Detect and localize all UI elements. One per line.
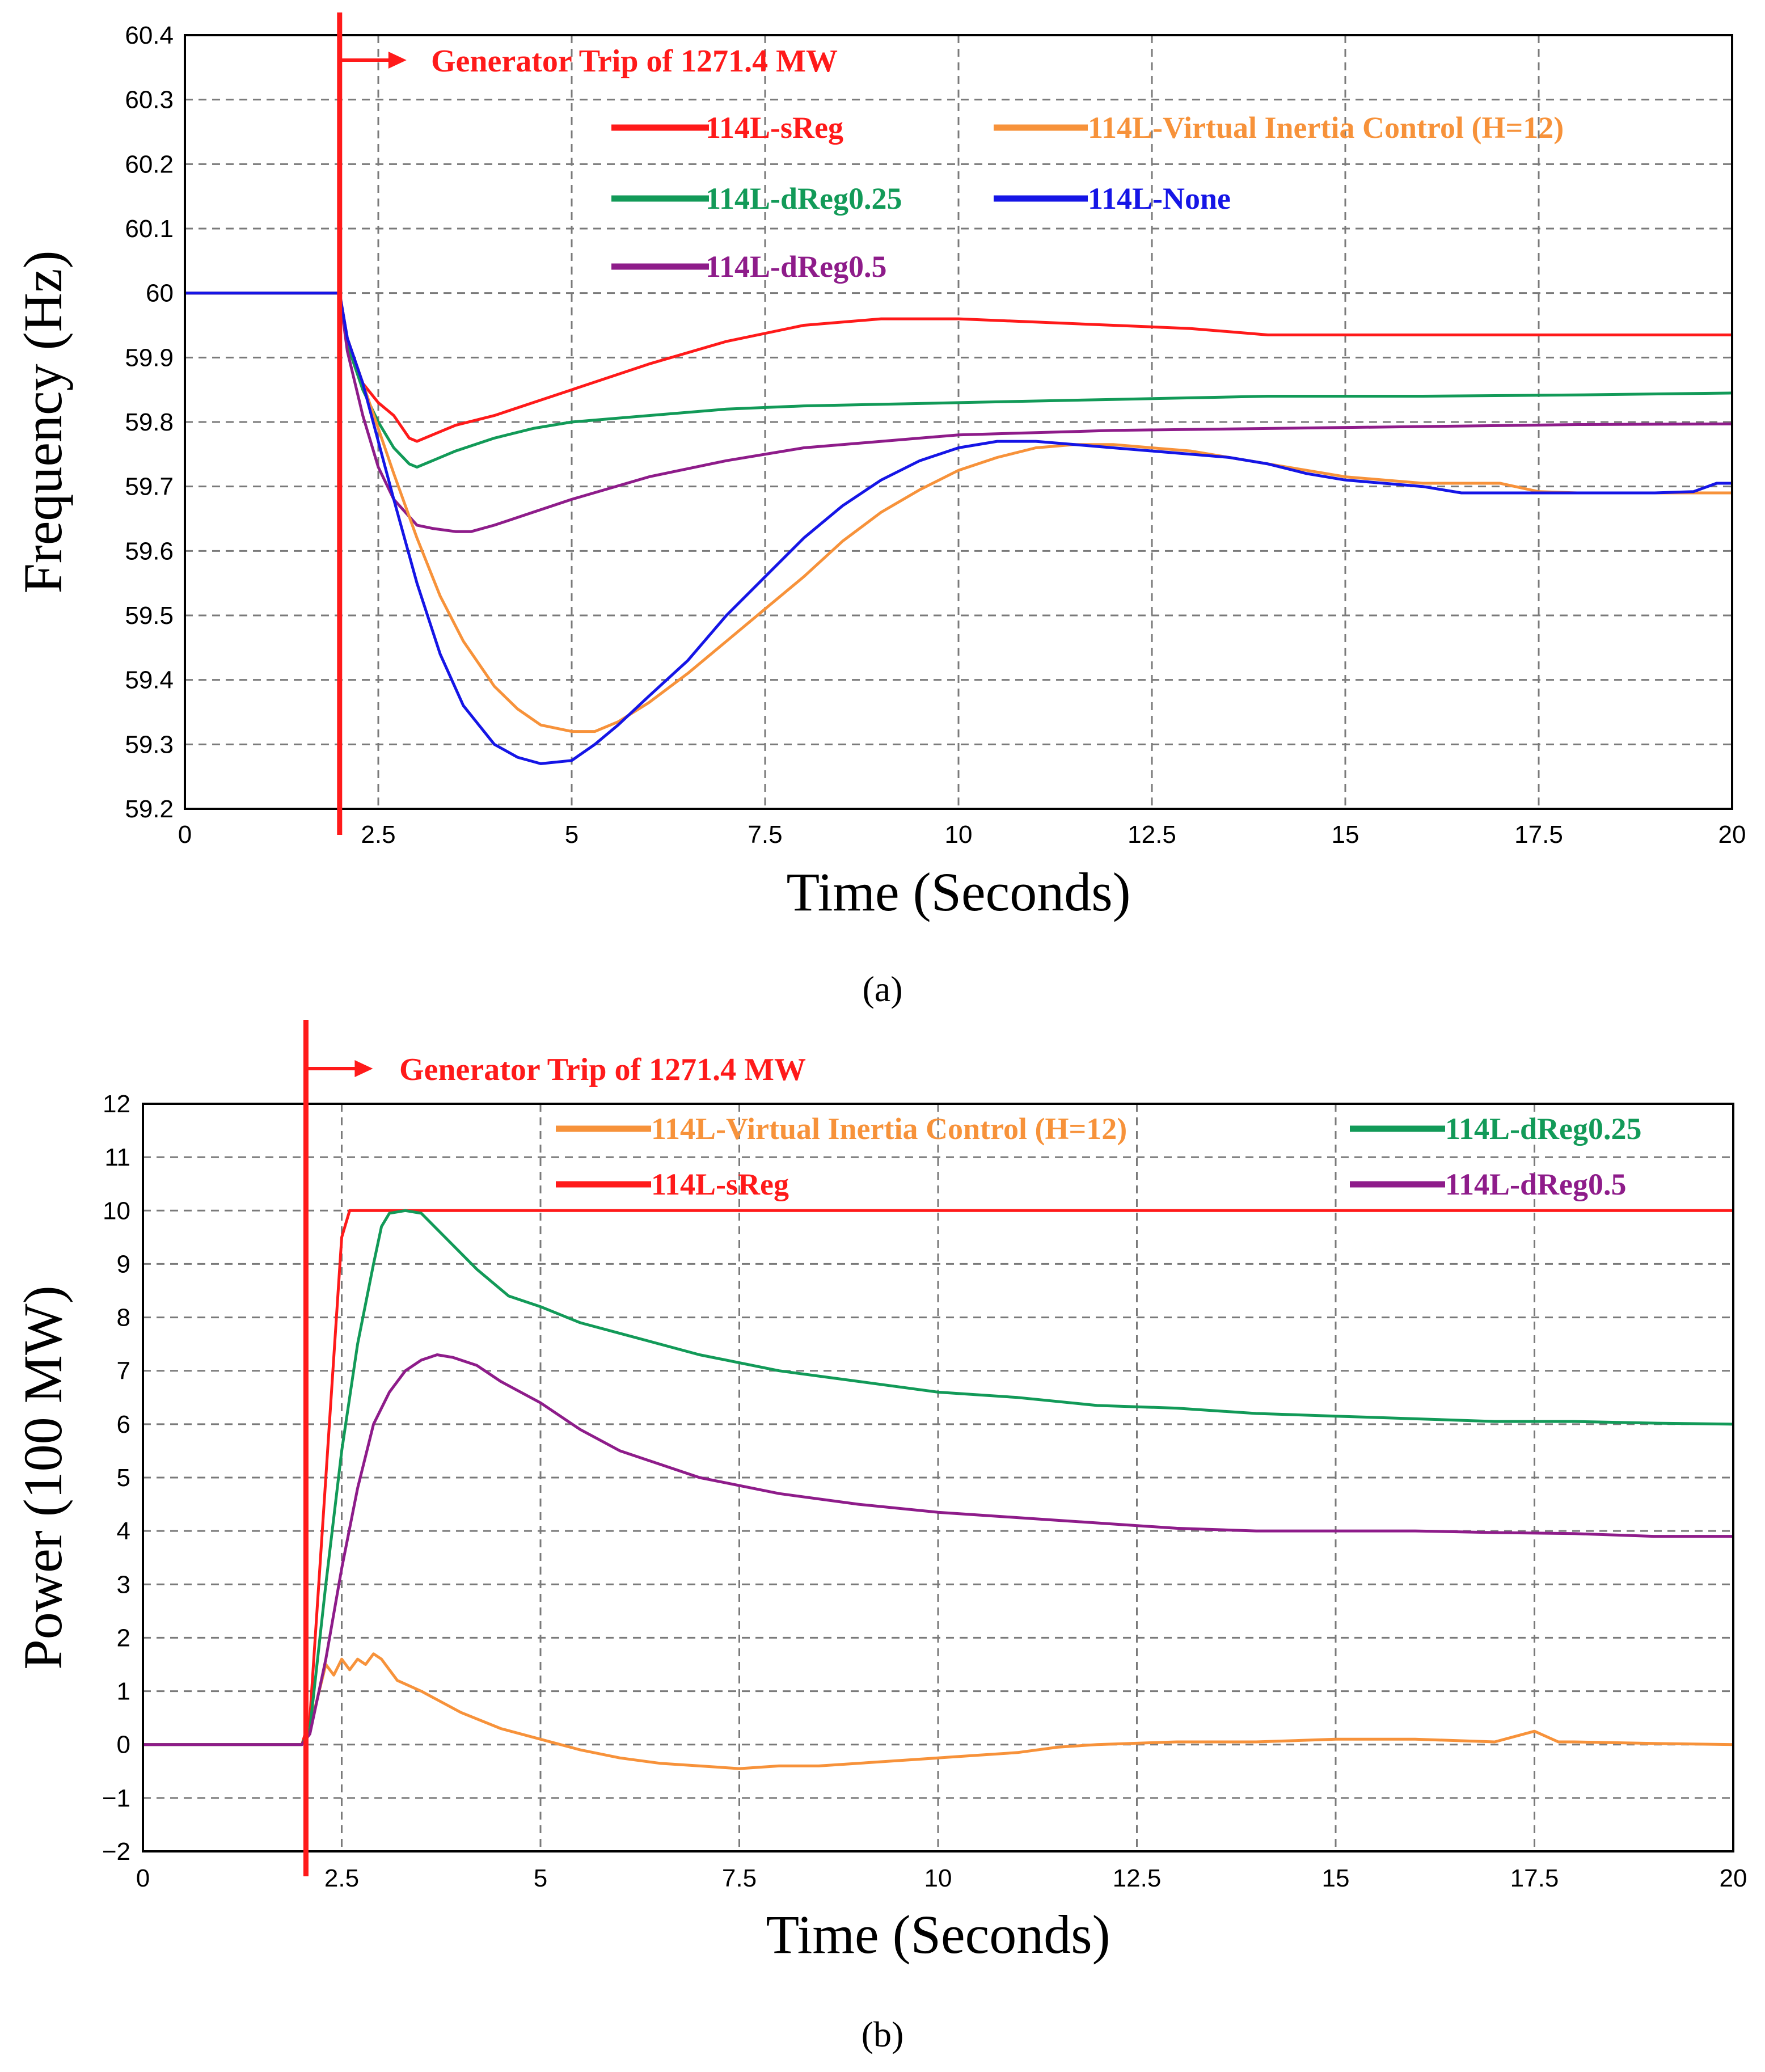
- power-y-axis-title: Power (100 MW): [12, 1285, 73, 1669]
- power-trip-arrow-icon: [306, 1060, 373, 1077]
- y-tick-label: 6: [117, 1411, 130, 1438]
- legend-label-virtual-inertia: 114L-Virtual Inertia Control (H=12): [1088, 111, 1564, 145]
- y-tick-label: −1: [102, 1784, 130, 1812]
- y-tick-label: 1: [117, 1678, 130, 1706]
- frequency-x-axis-title: Time (Seconds): [786, 862, 1130, 922]
- y-tick-label: 4: [117, 1517, 130, 1545]
- x-tick-label: 2.5: [324, 1864, 359, 1892]
- y-tick-label: 60.1: [125, 215, 174, 243]
- y-tick-label: 59.5: [125, 602, 174, 630]
- y-tick-label: 5: [117, 1464, 130, 1492]
- caption-b: (b): [862, 2014, 904, 2054]
- legend-label-none: 114L-None: [1088, 182, 1231, 216]
- legend-label-sreg-b: 114L-sReg: [651, 1167, 789, 1201]
- x-tick-label: 10: [945, 821, 973, 849]
- x-tick-label: 12.5: [1128, 821, 1176, 849]
- y-tick-label: 12: [103, 1090, 130, 1118]
- series-line-114l-sreg: [185, 292, 1732, 443]
- x-tick-label: 2.5: [361, 821, 395, 849]
- power-plot-frame: [142, 1103, 1734, 1852]
- power-grid: [143, 1104, 1733, 1851]
- frequency-y-ticks: 59.2 59.3 59.4 59.5 59.6 59.7 59.8 59.9 60 60.1 60…: [125, 22, 174, 823]
- series-line-114l-dreg0-25: [143, 1209, 1734, 1746]
- y-tick-label: 59.9: [125, 344, 174, 372]
- y-tick-label: 60.2: [125, 150, 174, 178]
- x-tick-label: 20: [1720, 1864, 1747, 1892]
- y-tick-label: 60.3: [125, 86, 174, 114]
- y-tick-label: 59.7: [125, 473, 174, 501]
- y-tick-label: 59.8: [125, 408, 174, 436]
- x-tick-label: 12.5: [1113, 1864, 1162, 1892]
- y-tick-label: 59.6: [125, 537, 174, 565]
- x-tick-label: 0: [178, 821, 192, 849]
- x-tick-label: 7.5: [722, 1864, 757, 1892]
- y-tick-label: 0: [117, 1731, 130, 1759]
- power-legend: 114L-Virtual Inertia Control (H=12) 114L…: [556, 1112, 1642, 1201]
- frequency-plot-frame: [184, 34, 1733, 810]
- x-tick-label: 17.5: [1510, 1864, 1559, 1892]
- series-line-114l-none: [185, 292, 1732, 765]
- series-line-114l-dreg0-5: [185, 292, 1733, 533]
- x-tick-label: 15: [1322, 1864, 1350, 1892]
- x-tick-label: 7.5: [748, 821, 782, 849]
- caption-a: (a): [862, 969, 902, 1009]
- y-tick-label: 9: [117, 1250, 130, 1278]
- legend-label-virtual-inertia-b: 114L-Virtual Inertia Control (H=12): [651, 1112, 1127, 1146]
- y-tick-label: −2: [102, 1838, 130, 1866]
- frequency-series: [185, 292, 1733, 765]
- y-tick-label: 59.2: [125, 795, 174, 823]
- y-tick-label: 60: [146, 280, 174, 307]
- series-line-114l-virtual-inertia-control-h-12: [185, 292, 1732, 733]
- series-line-114l-virtual-inertia-control-h-12: [143, 1652, 1734, 1770]
- legend-label-sreg: 114L-sReg: [706, 111, 843, 145]
- frequency-y-axis-title: Frequency (Hz): [12, 250, 73, 593]
- y-tick-label: 10: [103, 1197, 130, 1225]
- frequency-grid: [185, 35, 1732, 809]
- x-tick-label: 10: [924, 1864, 952, 1892]
- frequency-legend: 114L-sReg 114L-Virtual Inertia Control (…: [611, 111, 1564, 284]
- frequency-x-ticks: 0 2.5 5 7.5 10 12.5 15 17.5 20: [178, 821, 1746, 849]
- y-tick-label: 7: [117, 1357, 130, 1385]
- frequency-trip-arrow-icon: [339, 52, 407, 69]
- frequency-chart: 59.2 59.3 59.4 59.5 59.6 59.7 59.8 59.9 60 60.1 60…: [12, 12, 1746, 1009]
- x-tick-label: 5: [565, 821, 579, 849]
- power-x-axis-title: Time (Seconds): [766, 1904, 1110, 1965]
- series-line-114l-dreg0-5: [143, 1353, 1733, 1746]
- legend-label-dreg025-b: 114L-dReg0.25: [1445, 1112, 1642, 1146]
- x-tick-label: 0: [136, 1864, 150, 1892]
- y-tick-label: 60.4: [125, 22, 174, 49]
- x-tick-label: 20: [1718, 821, 1746, 849]
- y-tick-label: 59.3: [125, 731, 174, 758]
- x-tick-label: 17.5: [1514, 821, 1563, 849]
- x-tick-label: 5: [534, 1864, 547, 1892]
- legend-label-dreg05: 114L-dReg0.5: [706, 250, 887, 284]
- power-x-ticks: 0 2.5 5 7.5 10 12.5 15 17.5 20: [136, 1864, 1747, 1892]
- legend-label-dreg025: 114L-dReg0.25: [706, 182, 902, 216]
- y-tick-label: 59.4: [125, 666, 174, 694]
- legend-label-dreg05-b: 114L-dReg0.5: [1445, 1167, 1627, 1201]
- power-trip-annotation: Generator Trip of 1271.4 MW: [399, 1052, 806, 1087]
- y-tick-label: 11: [104, 1143, 130, 1171]
- frequency-trip-annotation: Generator Trip of 1271.4 MW: [431, 44, 838, 79]
- y-tick-label: 2: [117, 1624, 130, 1652]
- y-tick-label: 3: [117, 1571, 130, 1598]
- x-tick-label: 15: [1332, 821, 1359, 849]
- y-tick-label: 8: [117, 1304, 130, 1332]
